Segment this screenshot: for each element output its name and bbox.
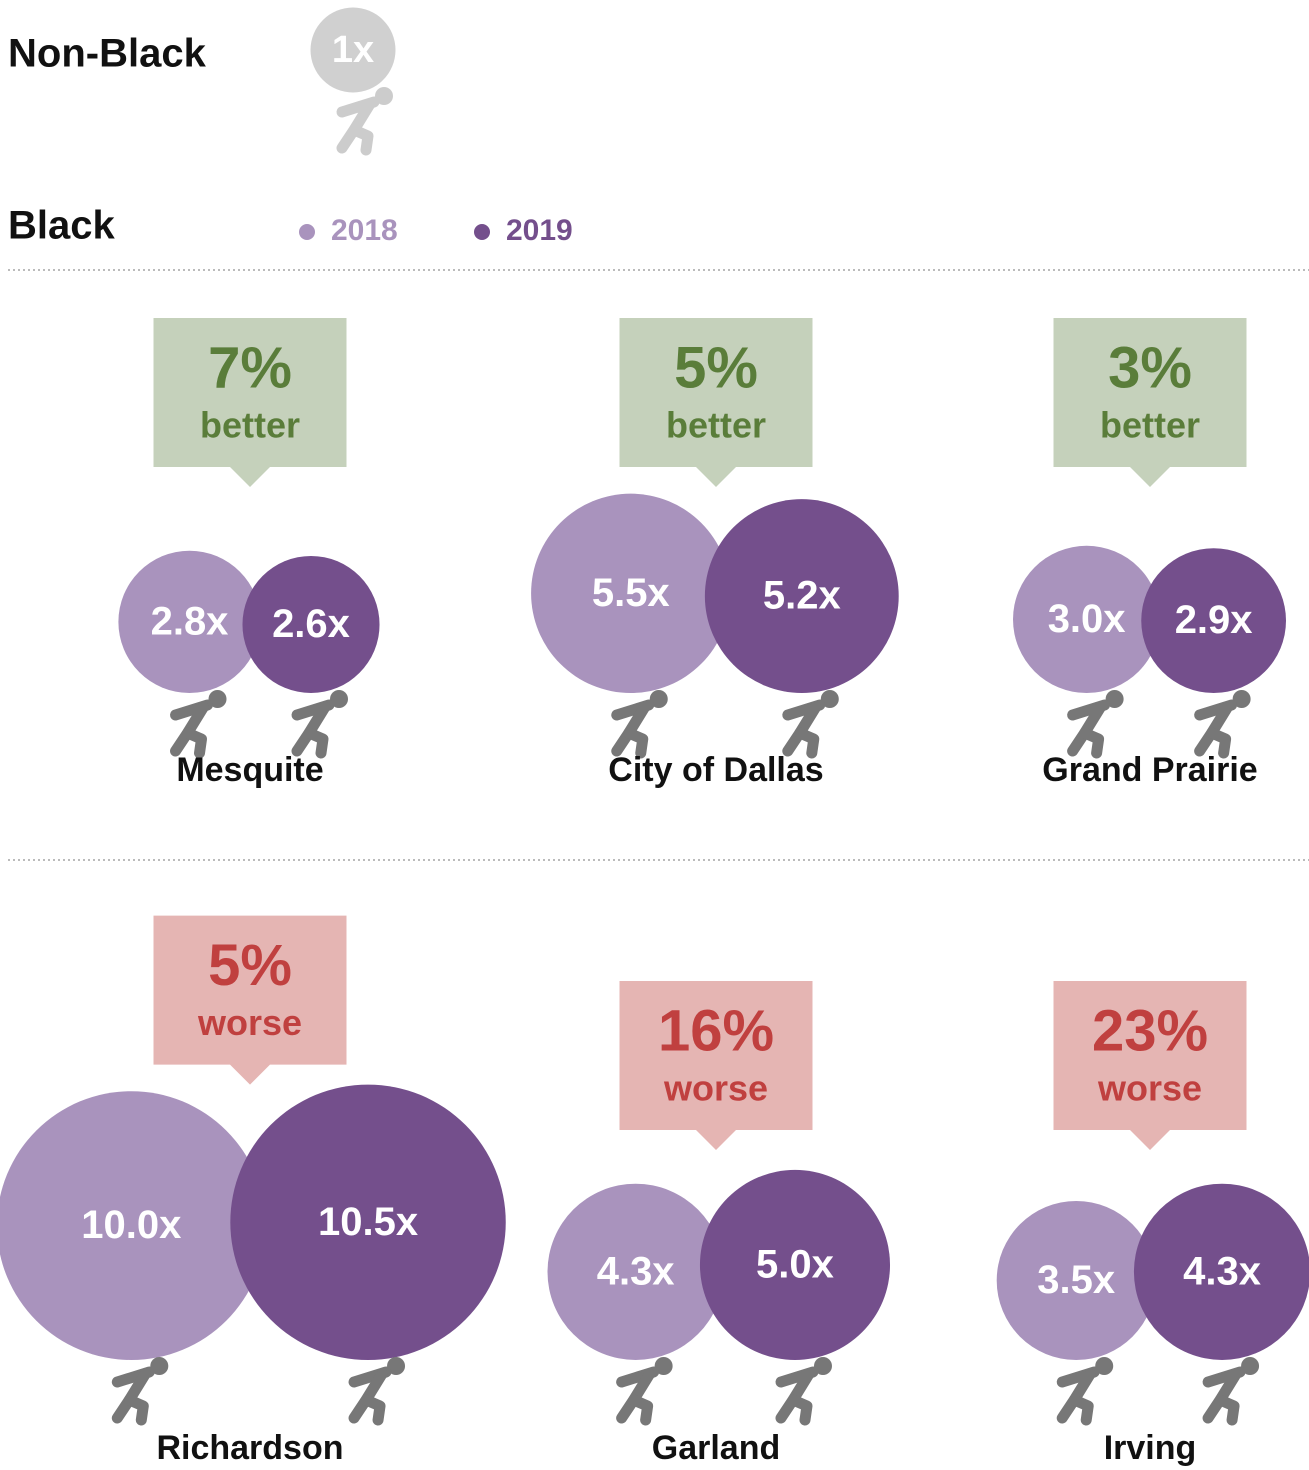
- bubble: [1133, 1183, 1309, 1360]
- legend-marker: [474, 224, 490, 240]
- person-head: [330, 690, 349, 708]
- person-leg: [794, 727, 820, 759]
- callout-box: [1053, 318, 1247, 487]
- bubble: [118, 550, 261, 693]
- person-head: [1232, 690, 1251, 708]
- person-leg: [1214, 1394, 1240, 1426]
- person-icon: [1056, 1357, 1114, 1426]
- city-label: Irving: [1104, 1429, 1197, 1467]
- change-value: 5%: [674, 335, 758, 400]
- person-icon: [782, 690, 839, 759]
- change-direction: worse: [663, 1068, 768, 1109]
- city-label: Mesquite: [176, 751, 323, 789]
- person-leg: [623, 727, 649, 759]
- bubble: [704, 499, 899, 693]
- bubble-label: 3.5x: [1037, 1258, 1115, 1302]
- change-value: 23%: [1092, 998, 1208, 1063]
- person-icon: [616, 1357, 673, 1426]
- city-label: Garland: [652, 1429, 780, 1467]
- change-value: 7%: [208, 335, 292, 400]
- change-direction: better: [200, 405, 300, 446]
- person-leg: [360, 1394, 386, 1426]
- person-leg: [1068, 1394, 1094, 1426]
- change-direction: worse: [1097, 1068, 1202, 1109]
- person-head: [208, 690, 227, 708]
- legend-marker: [299, 224, 315, 240]
- bubble-label: 4.3x: [597, 1249, 675, 1293]
- person-head: [1105, 690, 1124, 708]
- city-label: City of Dallas: [608, 751, 823, 789]
- callout-box: [153, 915, 347, 1085]
- person-leg: [1206, 727, 1232, 759]
- person-icon: [1067, 690, 1124, 759]
- person-icon: [348, 1357, 406, 1426]
- person-head: [1241, 1357, 1260, 1375]
- person-head: [649, 690, 668, 708]
- person-leg: [787, 1394, 813, 1426]
- person-icon: [1194, 690, 1251, 759]
- group-label: Black: [8, 204, 115, 248]
- bubble-label: 10.5x: [318, 1200, 418, 1244]
- bubble: [1013, 545, 1161, 693]
- reference-value-label: 1x: [332, 29, 374, 71]
- person-leg: [348, 124, 374, 156]
- bubble-label: 10.0x: [81, 1203, 181, 1247]
- change-value: 16%: [658, 998, 774, 1063]
- bubble: [531, 493, 731, 693]
- person-head: [387, 1357, 406, 1375]
- person-icon: [1202, 1357, 1260, 1426]
- legend-label: 2019: [506, 214, 573, 247]
- bubble-label: 5.5x: [592, 571, 670, 615]
- bubble: [1141, 548, 1287, 693]
- person-head: [375, 87, 393, 105]
- person-icon: [336, 87, 393, 156]
- bubble: [699, 1169, 891, 1361]
- bubble-label: 5.2x: [763, 574, 841, 618]
- callout-box: [1053, 981, 1247, 1150]
- person-head: [813, 1357, 832, 1375]
- person-icon: [291, 690, 349, 759]
- person-leg: [1079, 727, 1105, 759]
- bubble: [547, 1183, 724, 1360]
- person-icon: [170, 690, 227, 759]
- person-head: [654, 1357, 673, 1375]
- person-icon: [775, 1357, 832, 1426]
- bubble-label: 2.8x: [151, 599, 229, 643]
- callout-box: [619, 981, 813, 1150]
- change-direction: better: [1100, 405, 1200, 446]
- legend-label: 2018: [331, 214, 398, 247]
- bubble: [230, 1084, 506, 1361]
- person-leg: [182, 727, 208, 759]
- person-head: [150, 1357, 169, 1375]
- city-label: Richardson: [156, 1429, 343, 1467]
- bubble: [242, 555, 380, 693]
- change-value: 5%: [208, 933, 292, 998]
- person-leg: [123, 1394, 149, 1426]
- person-leg: [628, 1394, 654, 1426]
- city-label: Grand Prairie: [1042, 751, 1257, 789]
- person-leg: [303, 727, 329, 759]
- bubble: [996, 1200, 1156, 1360]
- bubble-label: 5.0x: [756, 1243, 834, 1287]
- change-direction: better: [666, 405, 766, 446]
- bubble-label: 2.6x: [272, 602, 350, 646]
- person-head: [820, 690, 839, 708]
- bubble-label: 2.9x: [1175, 598, 1253, 642]
- callout-box: [619, 318, 813, 487]
- bubble-label: 4.3x: [1183, 1249, 1261, 1293]
- change-direction: worse: [197, 1002, 302, 1043]
- bubble-label: 3.0x: [1048, 597, 1126, 641]
- bubble: [0, 1091, 266, 1360]
- change-value: 3%: [1108, 335, 1192, 400]
- reference-bubble: [310, 7, 396, 93]
- reference-label: Non-Black: [8, 32, 207, 76]
- person-head: [1095, 1357, 1114, 1375]
- person-icon: [111, 1357, 169, 1426]
- person-icon: [611, 690, 668, 759]
- callout-box: [153, 318, 347, 487]
